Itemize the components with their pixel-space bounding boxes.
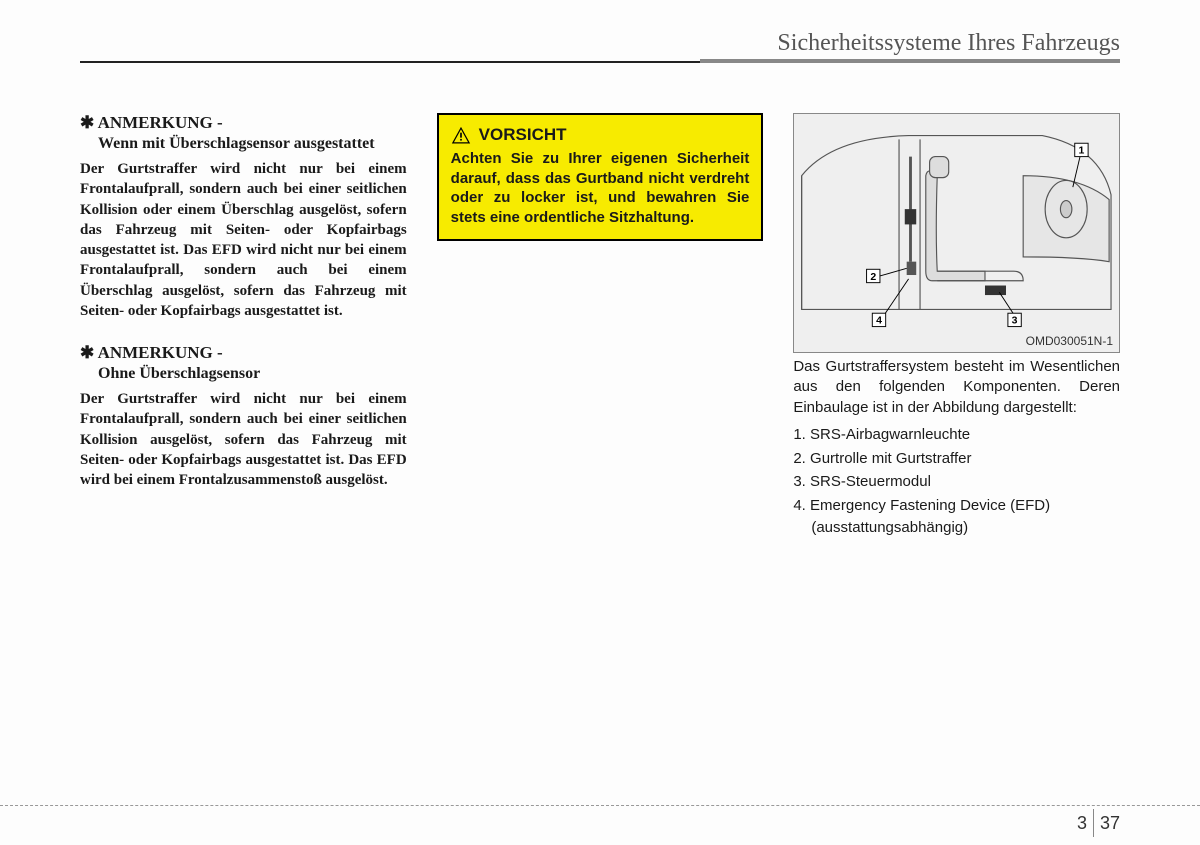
page-header: Sicherheitssysteme Ihres Fahrzeugs bbox=[80, 30, 1120, 63]
page: Sicherheitssysteme Ihres Fahrzeugs ✱ ANM… bbox=[80, 30, 1120, 805]
item-number: 3. bbox=[793, 473, 806, 490]
callout-3: 3 bbox=[1012, 315, 1018, 327]
item-label: SRS-Steuermodul bbox=[810, 473, 931, 490]
page-footer: 3 37 bbox=[0, 805, 1200, 845]
item-number: 1. bbox=[793, 426, 806, 443]
illustration-code: OMD030051N-1 bbox=[1026, 334, 1113, 348]
illustration: 1 2 3 4 OMD030051N-1 bbox=[793, 113, 1120, 353]
chapter-number: 3 bbox=[1077, 813, 1087, 834]
column-2: VORSICHT Achten Sie zu Ihrer eigenen Sic… bbox=[437, 113, 764, 541]
caution-heading: VORSICHT bbox=[451, 125, 750, 145]
note-2-title: ✱ ANMERKUNG - bbox=[80, 343, 407, 363]
columns: ✱ ANMERKUNG - Wenn mit Überschlagsensor … bbox=[80, 113, 1120, 541]
header-rule-accent bbox=[700, 59, 1120, 63]
note-2-subtitle: Ohne Überschlagsensor bbox=[98, 365, 407, 383]
callout-4: 4 bbox=[876, 315, 882, 327]
item-label: Gurtrolle mit Gurtstraffer bbox=[810, 450, 971, 467]
note-2: ✱ ANMERKUNG - Ohne Überschlagsensor Der … bbox=[80, 343, 407, 490]
page-number-value: 37 bbox=[1100, 813, 1120, 834]
note-1-body: Der Gurtstraffer wird nicht nur bei eine… bbox=[80, 159, 407, 321]
callout-2: 2 bbox=[871, 271, 877, 283]
caution-box: VORSICHT Achten Sie zu Ihrer eigenen Sic… bbox=[437, 113, 764, 241]
warning-icon bbox=[451, 126, 471, 144]
page-separator bbox=[1093, 809, 1094, 837]
page-number: 3 37 bbox=[1077, 809, 1120, 837]
car-interior-diagram: 1 2 3 4 bbox=[794, 114, 1119, 352]
header-title: Sicherheitssysteme Ihres Fahrzeugs bbox=[777, 30, 1120, 56]
note-title-text: ANMERKUNG - bbox=[98, 343, 223, 362]
item-sublabel: (ausstattungsabhängig) bbox=[793, 517, 1120, 539]
item-label: Emergency Fastening Device (EFD) bbox=[810, 497, 1050, 514]
note-1-title: ✱ ANMERKUNG - bbox=[80, 113, 407, 133]
list-item: 1. SRS-Airbagwarnleuchte bbox=[793, 424, 1120, 446]
list-item: 2. Gurtrolle mit Gurtstraffer bbox=[793, 448, 1120, 470]
note-1: ✱ ANMERKUNG - Wenn mit Überschlagsensor … bbox=[80, 113, 407, 321]
item-number: 2. bbox=[793, 450, 806, 467]
list-item: 3. SRS-Steuermodul bbox=[793, 471, 1120, 493]
note-title-text: ANMERKUNG - bbox=[98, 113, 223, 132]
note-1-subtitle: Wenn mit Überschlagsensor ausgestattet bbox=[98, 135, 407, 153]
note-2-body: Der Gurtstraffer wird nicht nur bei eine… bbox=[80, 389, 407, 490]
callout-1: 1 bbox=[1079, 145, 1085, 157]
note-symbol: ✱ bbox=[80, 113, 94, 132]
item-number: 4. bbox=[793, 497, 806, 514]
note-symbol: ✱ bbox=[80, 343, 94, 362]
illustration-caption: Das Gurtstraffersystem besteht im Wesent… bbox=[793, 357, 1120, 418]
caution-body: Achten Sie zu Ihrer eigenen Sicherheit d… bbox=[451, 149, 750, 227]
item-label: SRS-Airbagwarnleuchte bbox=[810, 426, 970, 443]
column-3: 1 2 3 4 OMD030051N-1 Das Gurtstraffersys… bbox=[793, 113, 1120, 541]
column-1: ✱ ANMERKUNG - Wenn mit Überschlagsensor … bbox=[80, 113, 407, 541]
component-list: 1. SRS-Airbagwarnleuchte 2. Gurtrolle mi… bbox=[793, 424, 1120, 539]
caution-heading-text: VORSICHT bbox=[479, 125, 567, 145]
list-item: 4. Emergency Fastening Device (EFD) (aus… bbox=[793, 495, 1120, 539]
